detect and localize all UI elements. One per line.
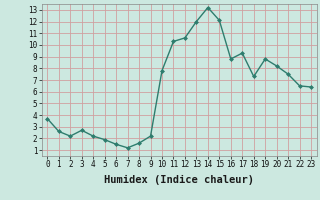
X-axis label: Humidex (Indice chaleur): Humidex (Indice chaleur) (104, 175, 254, 185)
